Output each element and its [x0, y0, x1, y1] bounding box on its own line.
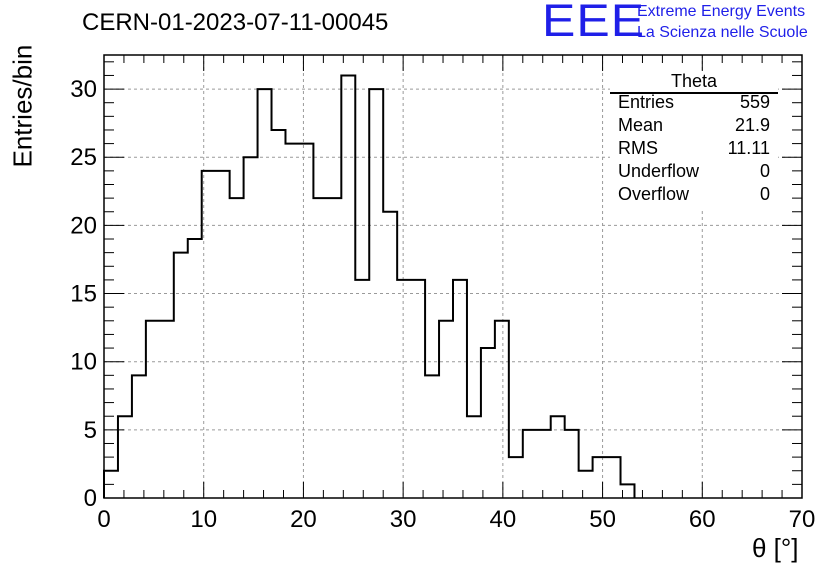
logo-line-2: La Scienza nelle Scuole — [637, 24, 808, 41]
histogram-bin — [216, 171, 230, 498]
x-axis-label: θ [°] — [752, 533, 799, 563]
y-tick-label: 25 — [70, 144, 97, 171]
histogram-bin — [481, 348, 495, 498]
stats-value: 21.9 — [734, 115, 770, 135]
histogram-bin — [523, 430, 537, 498]
histogram-bin — [132, 375, 146, 498]
stats-value: 11.11 — [727, 138, 770, 158]
histogram-bin — [551, 416, 565, 498]
stats-row-mean: Mean 21.9 — [618, 115, 770, 137]
stats-label: RMS — [618, 138, 658, 158]
histogram-bin — [299, 144, 313, 498]
x-tick-label: 70 — [789, 506, 816, 533]
stats-label: Overflow — [618, 184, 690, 204]
histogram-bin — [244, 157, 258, 498]
plot-frame — [103, 54, 803, 499]
histogram-bin — [146, 321, 160, 498]
histogram-bin — [397, 280, 411, 498]
stats-label: Underflow — [618, 161, 700, 181]
y-tick-label: 0 — [84, 485, 97, 512]
y-tick-label: 15 — [70, 281, 97, 308]
stats-label: Entries — [618, 92, 675, 112]
y-tick-label: 30 — [70, 76, 97, 103]
histogram-bin — [174, 253, 188, 498]
y-tick-label: 5 — [84, 417, 97, 444]
histogram-bin — [453, 280, 467, 498]
histogram-bin — [285, 144, 299, 498]
histogram-bin — [313, 198, 327, 498]
x-tick-label: 60 — [689, 506, 716, 533]
stats-title: Theta — [670, 71, 718, 91]
histogram-bin — [355, 280, 369, 498]
histogram-bin — [118, 416, 132, 498]
histogram-bin — [425, 375, 439, 498]
x-tick-label: 20 — [290, 506, 317, 533]
y-axis-label: Entries/bin — [7, 44, 38, 168]
histogram-bin — [439, 321, 453, 498]
histogram-bin — [188, 239, 202, 498]
histogram-bin — [537, 430, 551, 498]
eee-logo-mark: EEE — [542, 0, 646, 46]
stats-value: 0 — [759, 161, 770, 181]
histogram-bin — [383, 212, 397, 498]
histogram-bin — [565, 430, 579, 498]
stats-row-overflow: Overflow 0 — [618, 184, 770, 206]
histogram-bin — [160, 321, 174, 498]
x-tick-label: 40 — [490, 506, 517, 533]
histogram-bin — [327, 198, 341, 498]
histogram-bin — [272, 130, 286, 498]
stats-row-rms: RMS 11.11 — [618, 138, 770, 160]
y-tick-label: 10 — [70, 349, 97, 376]
histogram-bin — [230, 198, 244, 498]
histogram-bin — [495, 321, 509, 498]
stats-row-entries: Entries 559 — [618, 92, 770, 114]
x-tick-label: 30 — [390, 506, 417, 533]
histogram-bin — [341, 75, 355, 498]
stats-divider — [610, 92, 778, 94]
stats-box: Theta Entries 559 Mean 21.9 RMS 11.11 Un… — [610, 71, 778, 211]
histogram-bin — [593, 457, 607, 498]
stats-row-underflow: Underflow 0 — [618, 161, 770, 183]
y-tick-label: 20 — [70, 212, 97, 239]
x-tick-label: 50 — [589, 506, 616, 533]
histogram-bin — [607, 457, 621, 498]
stats-label: Mean — [618, 115, 664, 135]
stats-value: 559 — [739, 92, 770, 112]
histogram-bin — [509, 457, 523, 498]
chart-title: CERN-01-2023-07-11-00045 — [82, 9, 389, 36]
histogram-bin — [579, 471, 593, 498]
logo-line-1: Extreme Energy Events — [637, 3, 806, 20]
x-tick-label: 10 — [190, 506, 217, 533]
histogram-bin — [258, 89, 272, 498]
x-tick-label: 0 — [97, 506, 110, 533]
stats-value: 0 — [759, 184, 770, 204]
histogram-series — [103, 74, 636, 498]
histogram-bin — [467, 416, 481, 498]
histogram-bin — [411, 280, 425, 498]
